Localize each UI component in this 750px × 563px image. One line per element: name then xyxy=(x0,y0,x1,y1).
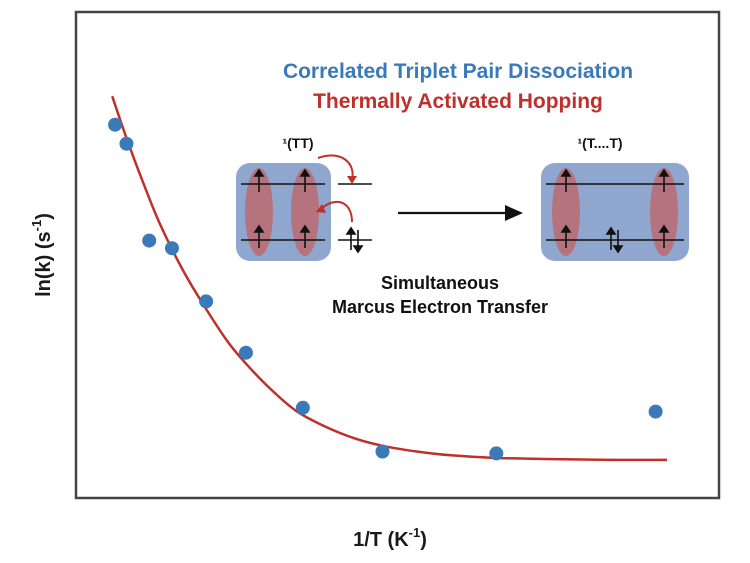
data-point xyxy=(108,117,123,132)
data-point xyxy=(119,136,134,151)
right-orbital-levels xyxy=(546,183,684,241)
data-point xyxy=(375,444,390,459)
data-point xyxy=(489,446,504,461)
x-axis-title-sup: -1 xyxy=(409,525,421,540)
curved-arrowhead-1 xyxy=(347,176,357,184)
data-point xyxy=(238,345,253,360)
data-point xyxy=(164,241,179,256)
data-point xyxy=(648,404,663,419)
y-axis-title-close: ) xyxy=(33,213,55,220)
x-axis-title-close: ) xyxy=(420,529,427,551)
y-axis-title-sup: -1 xyxy=(29,220,44,232)
x-axis-title-main: 1/T (K xyxy=(353,529,409,551)
curved-arrowhead-2 xyxy=(316,204,326,213)
legend-dissociation: Correlated Triplet Pair Dissociation xyxy=(283,60,633,83)
legend-hopping: Thermally Activated Hopping xyxy=(313,90,603,113)
inset-diagram: ¹(TT) ¹(T....T) xyxy=(236,135,689,317)
right-spin-arrows xyxy=(560,168,670,254)
right-lobe-1 xyxy=(552,168,580,256)
inset-caption-line2: Marcus Electron Transfer xyxy=(332,297,548,317)
data-point xyxy=(295,400,310,415)
x-axis-title: 1/T (K-1) xyxy=(353,525,427,551)
right-molecule-box xyxy=(541,163,689,261)
inset-caption-line1: Simultaneous xyxy=(381,273,499,293)
y-axis-title: ln(k) (s-1) xyxy=(29,213,55,297)
reaction-arrowhead xyxy=(505,205,523,221)
y-axis-title-main: ln(k) (s xyxy=(33,231,55,297)
left-orbital-levels xyxy=(241,183,372,241)
data-point xyxy=(199,294,214,309)
left-spin-arrows xyxy=(253,168,364,254)
data-point xyxy=(142,233,157,248)
state-label-tt: ¹(TT) xyxy=(282,135,313,151)
left-lobe-1 xyxy=(245,168,273,256)
right-lobe-2 xyxy=(650,168,678,256)
plot-frame xyxy=(74,10,721,500)
data-layer xyxy=(108,95,668,462)
state-label-t-t: ¹(T....T) xyxy=(577,135,622,151)
left-lobe-2 xyxy=(291,168,319,256)
transfer-curved-arrows xyxy=(317,154,354,223)
